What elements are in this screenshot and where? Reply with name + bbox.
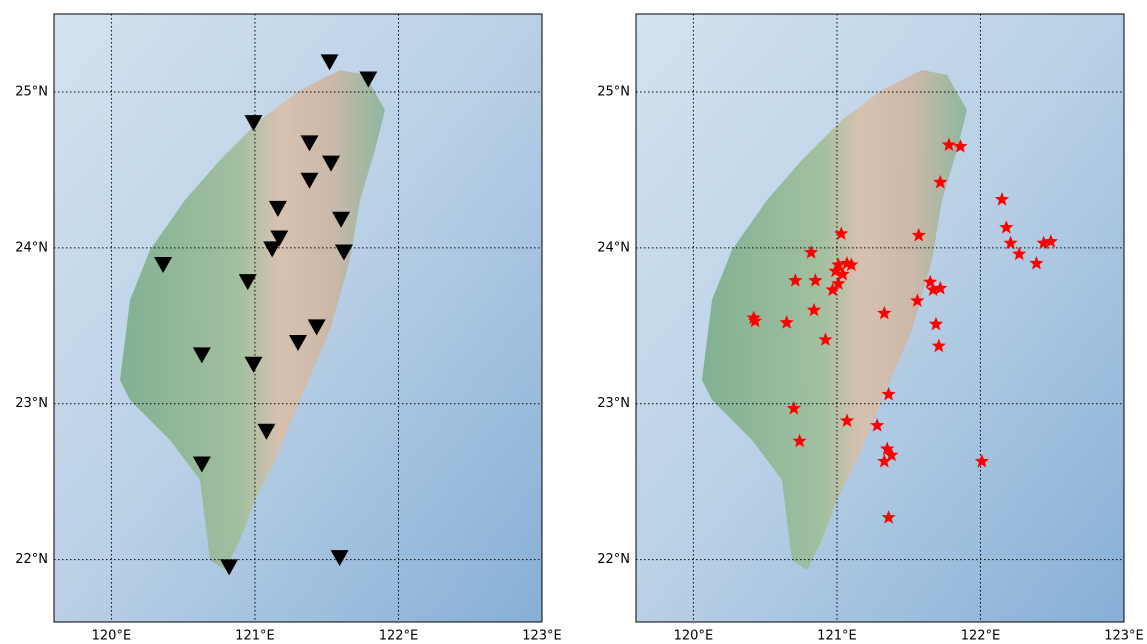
basemap-left [54, 14, 542, 622]
y-tick-label: 22°N [597, 552, 630, 567]
basemap-right [636, 14, 1124, 622]
y-tick-label: 23°N [15, 396, 48, 411]
x-tick-label: 123°E [522, 629, 562, 644]
x-tick-label: 120°E [674, 629, 714, 644]
y-tick-label: 25°N [597, 84, 630, 99]
x-tick-label: 121°E [817, 629, 857, 644]
map-figure: 120°E 121°E 122°E 123°E 22°N 23°N 24°N 25°N 120°… [0, 0, 1147, 644]
x-tick-label: 123°E [1104, 629, 1144, 644]
y-tick-label: 23°N [597, 396, 630, 411]
x-tick-label: 121°E [235, 629, 275, 644]
y-tick-label: 25°N [15, 84, 48, 99]
x-tick-label: 122°E [379, 629, 419, 644]
x-tick-label: 122°E [961, 629, 1001, 644]
y-tick-label: 22°N [15, 552, 48, 567]
x-tick-label: 120°E [92, 629, 132, 644]
y-tick-label: 24°N [597, 240, 630, 255]
y-tick-label: 24°N [15, 240, 48, 255]
